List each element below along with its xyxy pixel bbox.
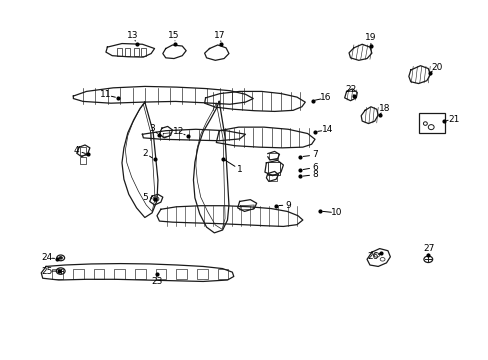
Text: 25: 25 <box>41 267 52 276</box>
Text: 18: 18 <box>378 104 389 113</box>
Bar <box>156 269 166 279</box>
Bar <box>268 153 277 159</box>
Text: 14: 14 <box>321 126 332 135</box>
Text: 16: 16 <box>320 93 331 102</box>
Text: 22: 22 <box>344 85 355 94</box>
Text: 9: 9 <box>285 201 290 210</box>
Bar <box>135 269 145 279</box>
Text: 17: 17 <box>214 31 225 40</box>
Bar <box>73 269 83 279</box>
Text: 8: 8 <box>311 170 317 179</box>
Text: 11: 11 <box>100 90 111 99</box>
Text: 5: 5 <box>142 193 147 202</box>
Text: 20: 20 <box>430 63 441 72</box>
Text: 24: 24 <box>41 253 52 262</box>
Text: 21: 21 <box>447 115 458 124</box>
Bar <box>197 269 207 279</box>
Bar <box>125 48 130 56</box>
Text: 10: 10 <box>330 208 342 217</box>
Text: 1: 1 <box>236 165 242 174</box>
Bar <box>418 113 445 133</box>
Text: 27: 27 <box>423 244 434 253</box>
Text: 13: 13 <box>127 31 138 40</box>
Text: 15: 15 <box>168 31 180 40</box>
Circle shape <box>59 257 62 259</box>
Text: 23: 23 <box>151 277 163 286</box>
Bar <box>117 48 122 56</box>
Bar <box>94 269 104 279</box>
Text: 6: 6 <box>311 163 317 172</box>
Bar <box>80 157 86 164</box>
Bar <box>80 147 86 155</box>
Bar <box>268 174 276 181</box>
Bar <box>141 48 146 56</box>
Text: 2: 2 <box>142 149 147 158</box>
Bar <box>133 48 138 56</box>
Bar <box>267 162 280 175</box>
Bar <box>217 269 228 279</box>
Text: 26: 26 <box>367 252 378 261</box>
Text: 19: 19 <box>365 33 376 42</box>
Bar <box>114 269 125 279</box>
Text: 4: 4 <box>74 146 80 155</box>
Text: 7: 7 <box>311 150 317 159</box>
Bar <box>52 269 63 279</box>
Text: 12: 12 <box>173 127 184 136</box>
Text: 3: 3 <box>149 124 155 133</box>
Bar <box>176 269 187 279</box>
